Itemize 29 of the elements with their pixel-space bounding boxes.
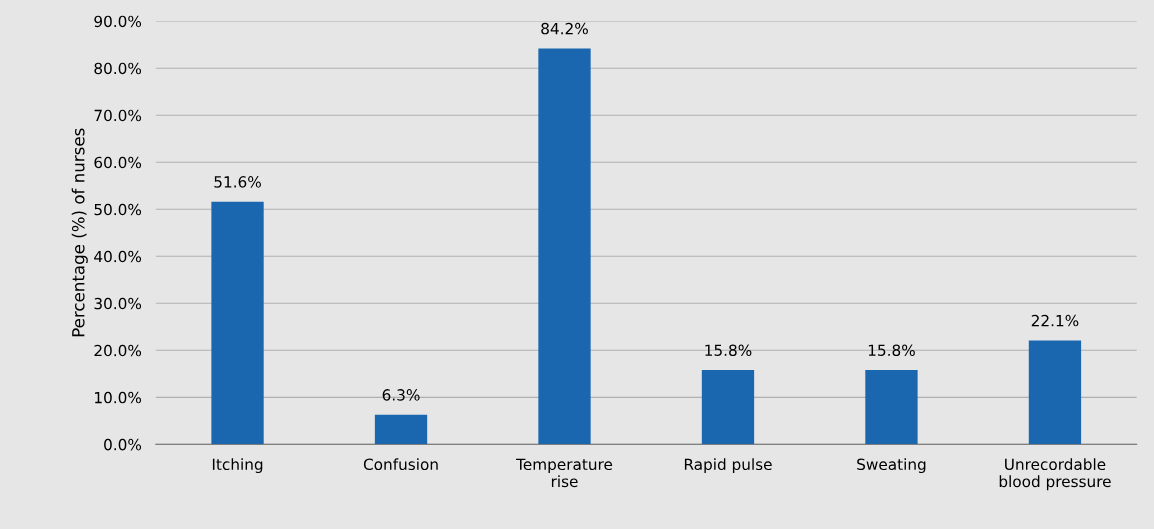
bar [538, 48, 591, 445]
data-label: 15.8% [705, 344, 752, 356]
x-tick-label: Sweating [857, 458, 926, 474]
y-tick-label: 20.0% [94, 344, 142, 357]
y-tick-label: 70.0% [94, 109, 142, 122]
y-tick-label: 10.0% [95, 391, 142, 404]
x-tick-label: Temperature rise [516, 458, 613, 488]
y-tick-label: 40.0% [94, 250, 142, 263]
x-tick-label: Rapid pulse [684, 458, 772, 474]
x-tick-label: Itching [212, 458, 263, 474]
data-label: 15.8% [868, 344, 915, 356]
x-tick-label: Confusion [363, 458, 438, 471]
y-tick-label: 60.0% [94, 156, 142, 169]
y-tick-label: 0.0% [104, 438, 142, 451]
bar [374, 414, 428, 445]
x-tick-label: Unrecordable blood pressure [999, 458, 1111, 491]
y-tick-label: 50.0% [94, 203, 142, 216]
data-label: 51.6% [214, 176, 261, 188]
data-label: 84.2% [541, 22, 588, 35]
bar [865, 370, 918, 445]
data-label: 6.3% [382, 389, 420, 401]
y-tick-label: 90.0% [94, 15, 142, 28]
bar [211, 201, 264, 445]
y-tick-label: 80.0% [94, 62, 142, 75]
bar [701, 370, 755, 445]
data-label: 22.1% [1031, 314, 1079, 327]
y-tick-label: 30.0% [94, 297, 142, 310]
y-axis-title: Percentage (%) of nurses [71, 128, 88, 337]
bar [1028, 340, 1082, 445]
